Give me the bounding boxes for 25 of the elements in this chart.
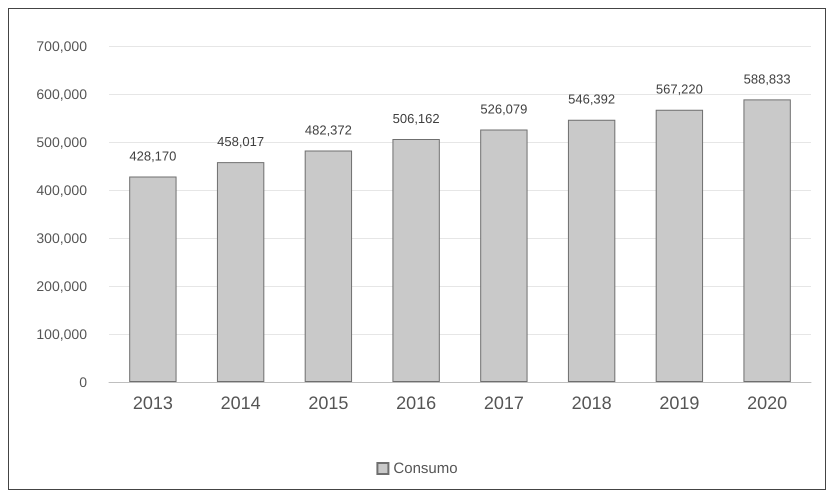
data-label: 458,017 xyxy=(217,134,264,150)
x-tick-label: 2016 xyxy=(396,393,436,413)
x-tick-label: 2013 xyxy=(132,393,173,413)
legend-label: Consumo xyxy=(393,460,458,477)
y-tick-label: 700,000 xyxy=(36,38,88,54)
y-tick-label: 400,000 xyxy=(36,182,88,198)
x-tick-label: 2017 xyxy=(484,393,524,413)
y-tick-label: 300,000 xyxy=(36,230,88,246)
y-tick-label: 600,000 xyxy=(36,86,88,102)
y-tick-label: 100,000 xyxy=(36,326,88,342)
data-label: 546,392 xyxy=(568,92,616,107)
y-tick-label: 500,000 xyxy=(36,134,88,150)
data-label: 428,170 xyxy=(129,148,176,164)
x-tick-label: 2020 xyxy=(747,393,788,413)
data-label: 567,220 xyxy=(656,82,703,97)
x-tick-label: 2019 xyxy=(659,393,700,413)
x-tick-label: 2018 xyxy=(572,393,612,413)
data-label: 526,079 xyxy=(480,101,528,116)
y-tick-label: 0 xyxy=(79,374,88,390)
data-label: 506,162 xyxy=(392,111,440,126)
x-tick-label: 2015 xyxy=(308,393,348,413)
y-tick-label: 200,000 xyxy=(36,278,88,294)
data-label: 588,833 xyxy=(744,71,791,86)
data-label: 482,372 xyxy=(304,122,352,138)
x-tick-label: 2014 xyxy=(220,393,261,413)
